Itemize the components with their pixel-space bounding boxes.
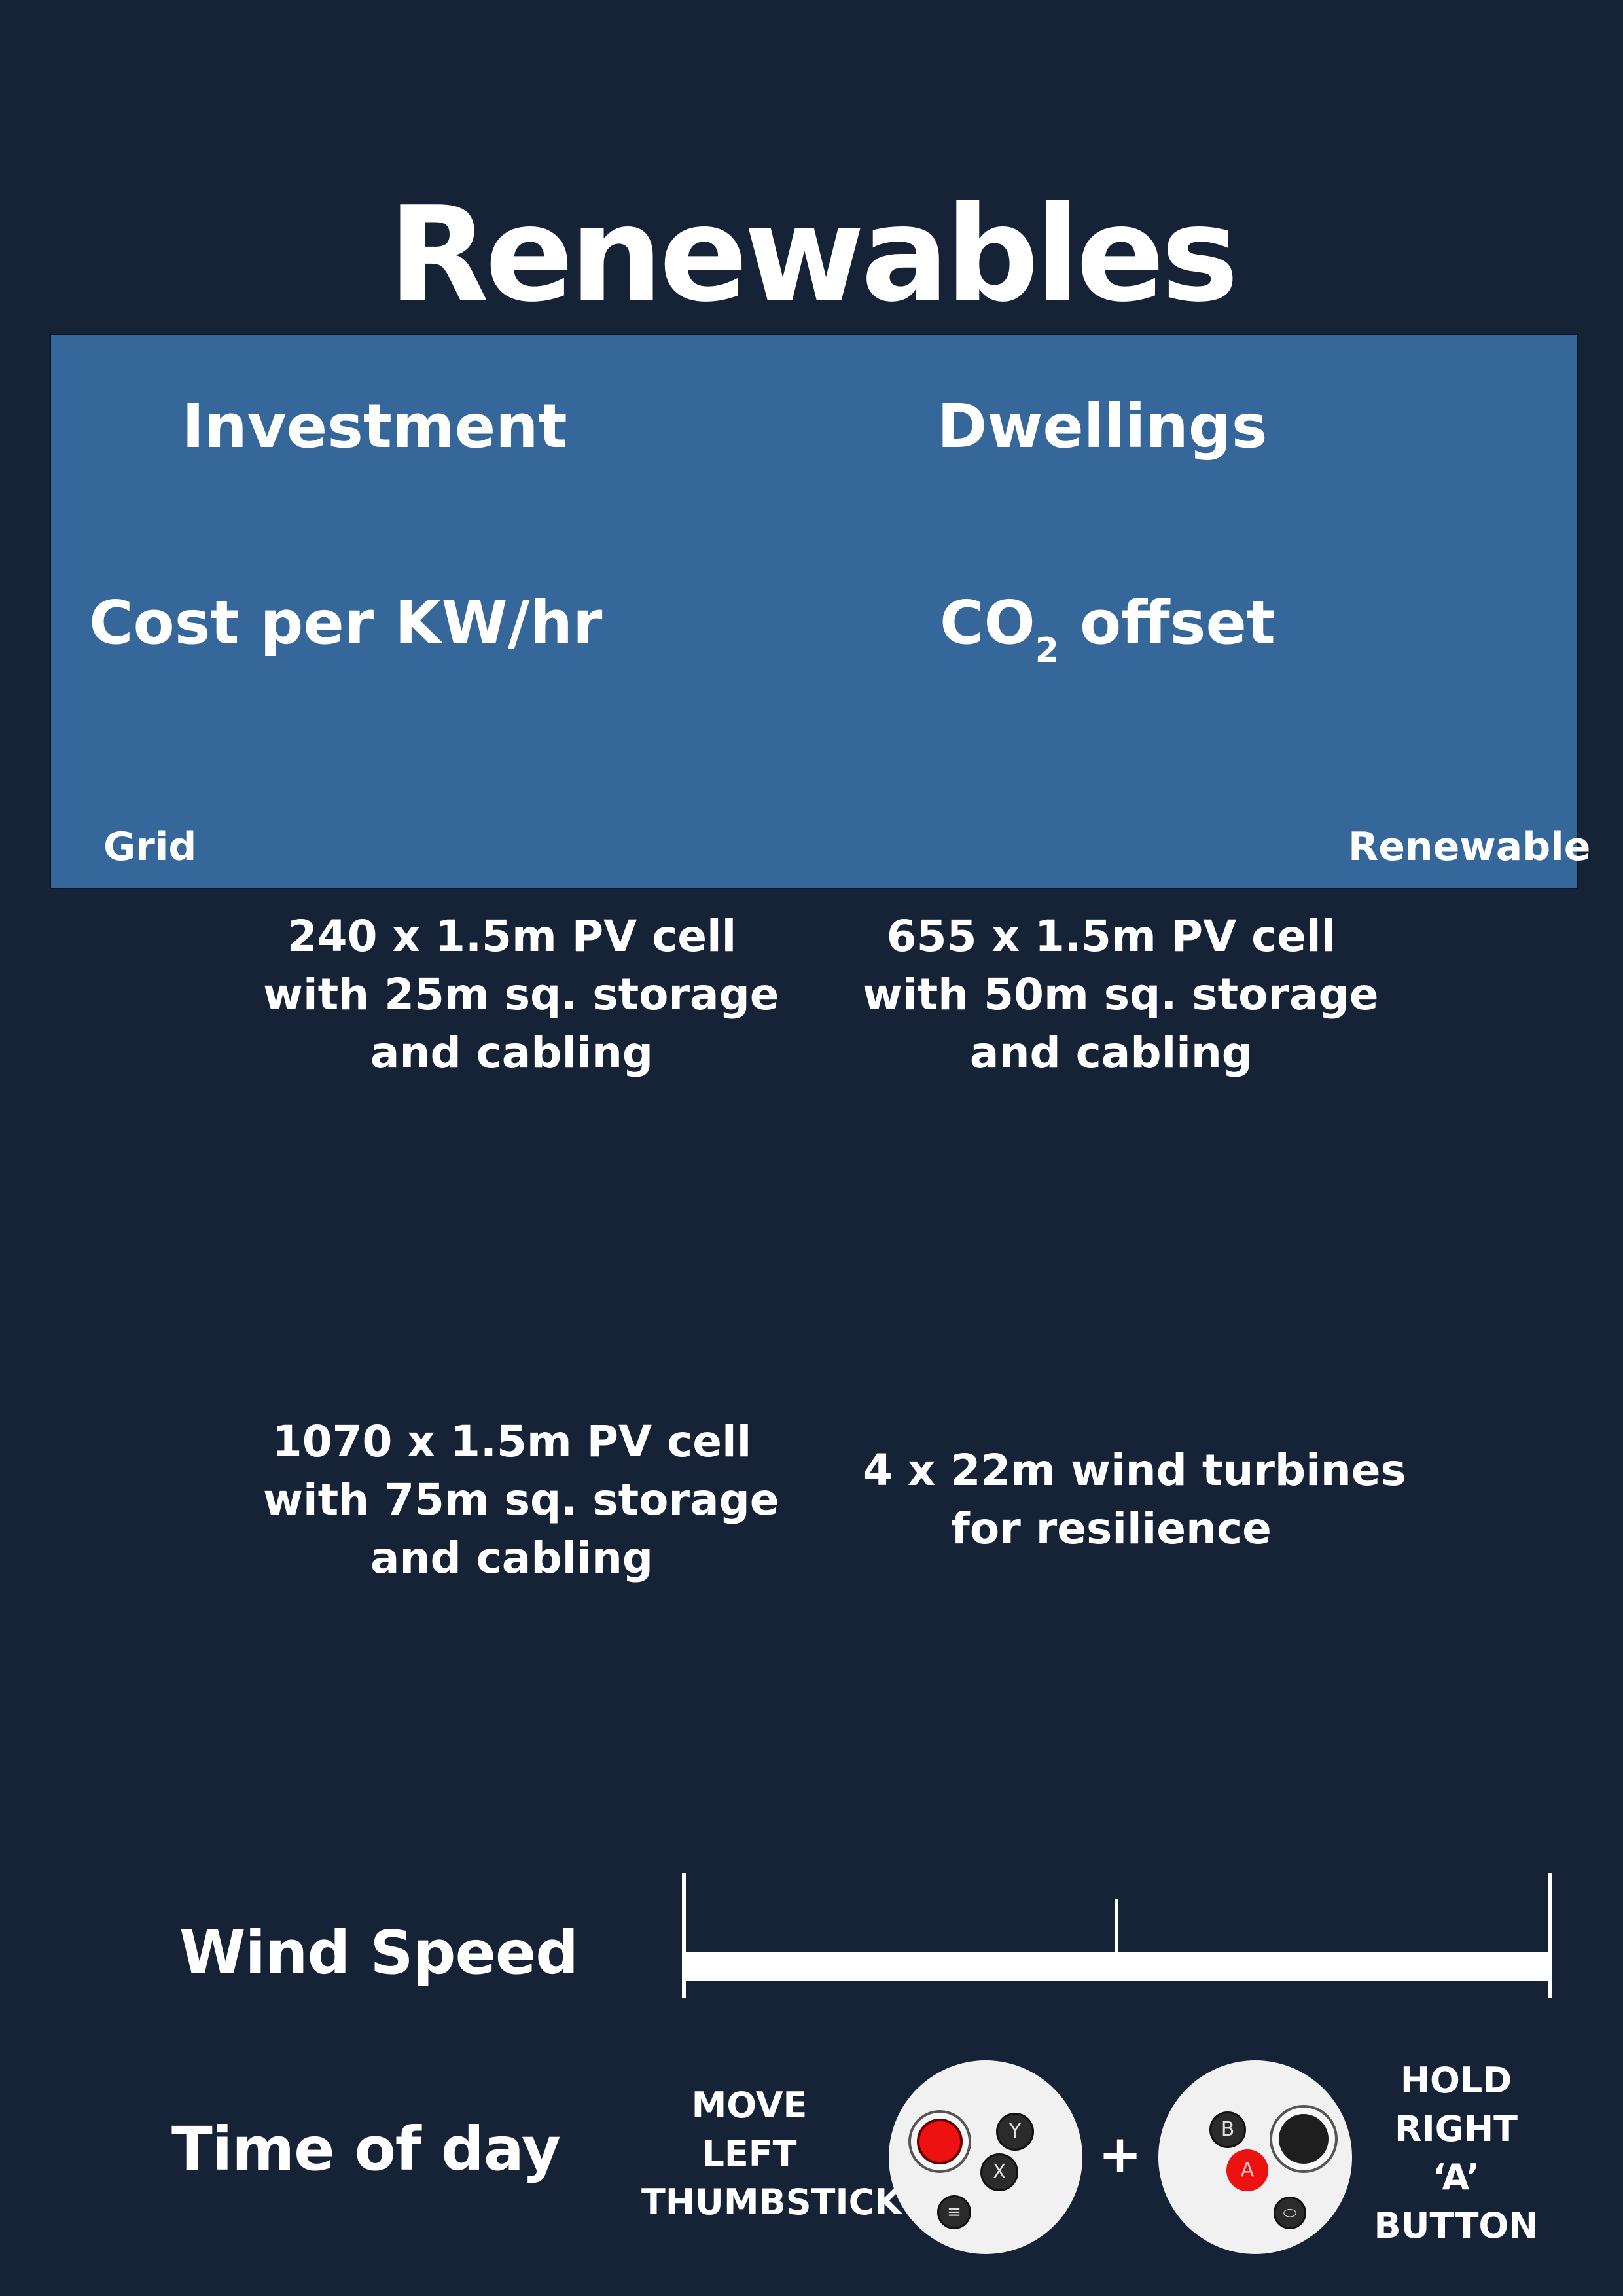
b-button-icon: B (1209, 2111, 1246, 2148)
right-thumbstick-icon (1279, 2114, 1329, 2164)
wind-speed-tick-max (1548, 1873, 1552, 1998)
wind-speed-slider[interactable] (681, 1873, 1555, 2001)
right-a-button-hint: HOLD RIGHT ‘A’ BUTTON (1374, 2060, 1539, 2246)
left-thumbstick-hint: MOVE LEFT THUMBSTICK (641, 2085, 902, 2223)
option-pv-240[interactable]: 240 x 1.5m PV cell with 25m sq. storage … (263, 911, 779, 1078)
left-thumbstick-ring (908, 2110, 971, 2173)
plus-sign: + (1098, 2124, 1143, 2185)
right-thumbstick-ring (1270, 2105, 1338, 2173)
wind-speed-marker[interactable] (1115, 1899, 1118, 1958)
page-title: Renewables (388, 179, 1239, 331)
grid-label: Grid (103, 824, 197, 870)
y-button-icon: Y (996, 2113, 1034, 2151)
right-controller-icon: B A ⬭ (1158, 2060, 1352, 2254)
wind-speed-tick-min (682, 1873, 686, 1998)
renewable-label: Renewable (1348, 824, 1591, 870)
menu-button-icon: ≡ (937, 2195, 971, 2229)
investment-label: Investment (182, 391, 567, 461)
option-wind-turbines[interactable]: 4 x 22m wind turbines for resilience (863, 1445, 1406, 1554)
left-controller-icon: Y X ≡ (889, 2060, 1082, 2254)
time-of-day-label: Time of day (171, 2114, 561, 2184)
a-button-icon: A (1226, 2149, 1268, 2191)
option-pv-1070[interactable]: 1070 x 1.5m PV cell with 75m sq. storage… (263, 1416, 779, 1583)
info-panel (50, 334, 1578, 889)
option-pv-655[interactable]: 655 x 1.5m PV cell with 50m sq. storage … (863, 911, 1379, 1078)
dwellings-label: Dwellings (937, 391, 1268, 461)
wind-speed-label: Wind Speed (179, 1918, 579, 1988)
cost-per-kwhr-label: Cost per KW/hr (89, 588, 603, 658)
x-button-icon: X (980, 2153, 1018, 2191)
oculus-button-icon: ⬭ (1274, 2197, 1306, 2229)
co2-offset-label: CO2 offset (940, 588, 1275, 670)
left-thumbstick-icon (917, 2119, 963, 2164)
